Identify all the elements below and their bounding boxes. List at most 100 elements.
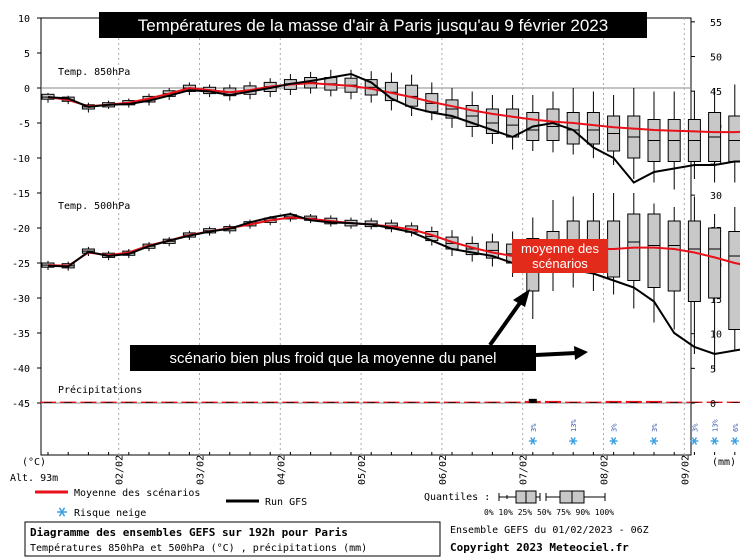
label-t500: Temp. 500hPa: [58, 201, 130, 212]
x-tick-label: 05/02: [357, 455, 368, 485]
x-tick-label: 08/02: [600, 455, 611, 485]
snow-percent-label: 3%: [651, 423, 659, 432]
snow-percent-label: 3%: [530, 423, 538, 432]
x-tick-label: 04/02: [276, 455, 287, 485]
x-tick-label: 02/02: [115, 455, 126, 485]
snow-icon: [710, 437, 719, 445]
arrow-up-shaft: [488, 298, 524, 347]
precip-run-bar: [650, 402, 658, 403]
right-tick-label: 5: [710, 364, 716, 375]
precip-run-bar: [306, 402, 315, 403]
precip-run-bar: [205, 402, 214, 403]
snow-icon: [569, 437, 578, 445]
precip-run-bar: [124, 402, 133, 403]
cold-annotation-text: scénario bien plus froid que la moyenne …: [170, 350, 497, 367]
precip-mean-bar: [605, 400, 622, 403]
precip-run-bar: [730, 402, 739, 403]
annotation-arrows: [488, 289, 588, 360]
x-tick-label: 03/02: [196, 455, 207, 485]
arrow-up-head: [513, 289, 530, 307]
x-tick-label: 09/02: [680, 455, 691, 485]
left-tick-label: -35: [12, 329, 30, 340]
quantiles-label: Quantiles :: [424, 492, 490, 503]
snow-icon-stroke: [570, 437, 576, 445]
precip-run-bar: [670, 402, 679, 403]
precip-run-bar: [165, 402, 174, 403]
mean-annotation-box: [512, 239, 608, 273]
precip-mean-bar: [625, 400, 642, 403]
left-tick-label: 10: [18, 14, 30, 25]
left-tick-label: -45: [12, 399, 30, 410]
x-axis: 02/02 03/02 04/02 05/02 06/02 07/02 08/02 09/02: [47, 452, 736, 485]
snow-percent-label: 3%: [691, 423, 699, 432]
precip-run-bar: [609, 402, 618, 403]
snow-icon: [650, 437, 658, 445]
snow-icon-stroke: [732, 437, 738, 445]
x-tick-label: 06/02: [438, 455, 449, 485]
precip-run-bar: [427, 402, 436, 403]
snow-percent-label: 13%: [712, 419, 720, 432]
precip-bars: [40, 398, 740, 403]
cold-annotation-box: [130, 345, 536, 371]
precip-run-bar: [145, 402, 153, 403]
left-tick-label: -40: [12, 364, 30, 375]
quantiles-values: 0% 10% 25% 50% 75% 90% 100%: [484, 508, 614, 517]
snow-markers: 3%13%3%3%3%13%6%6%6%3%3%: [528, 419, 740, 445]
left-tick-label: -5: [18, 119, 30, 130]
title-background: [99, 12, 647, 38]
precip-run-bar: [266, 402, 275, 403]
box-iqr: [667, 220, 681, 292]
snow-icon: [690, 437, 699, 445]
footer-title-line2: Températures 850hPa et 500hPa (°C) , pré…: [30, 542, 367, 554]
precip-run-bar: [64, 402, 73, 403]
left-axis-unit: (°C): [22, 457, 46, 468]
precip-run-bar: [528, 398, 537, 403]
footer-title-line1: Diagramme des ensembles GEFS sur 192h po…: [30, 526, 348, 539]
box-iqr: [586, 112, 600, 145]
right-tick-label: 0: [710, 399, 716, 410]
label-t850: Temp. 850hPa: [58, 67, 130, 78]
footer-ensemble: Ensemble GEFS du 01/02/2023 - 06Z: [450, 525, 649, 536]
precip-run-bar: [407, 402, 416, 403]
footer-copyright: Copyright 2023 Meteociel.fr: [450, 541, 629, 554]
snow-percent-label: 3%: [611, 423, 619, 432]
precip-run-bar: [225, 402, 234, 403]
right-tick-label: 55: [710, 18, 722, 29]
snow-icon-stroke: [530, 437, 536, 445]
t850-run-line: [47, 72, 740, 184]
box-iqr: [728, 231, 740, 330]
arrow-right-head: [574, 346, 588, 360]
precip-run-bar: [488, 402, 497, 403]
precip-run-bar: [185, 402, 194, 403]
legend-snow-label: Risque neige: [74, 508, 146, 519]
snow-icon-stroke: [610, 437, 617, 445]
snow-icon-stroke: [691, 437, 698, 445]
right-tick-label: 50: [710, 53, 722, 64]
right-tick-label: 10: [710, 330, 722, 341]
right-tick-label: 45: [710, 87, 722, 98]
left-axis: 10 5 0 -5 -10 -15 -20 -25 -30 -35 -40 -45: [12, 14, 41, 410]
precip-run-bar: [246, 402, 254, 403]
precip-run-bar: [44, 402, 52, 403]
left-tick-label: 5: [24, 49, 30, 60]
legend-snow-icon: [57, 507, 67, 517]
label-precip: Précipitations: [58, 384, 142, 396]
precip-run-bar: [690, 402, 699, 403]
box-iqr: [647, 213, 661, 288]
left-tick-label: -30: [12, 294, 30, 305]
t850-mean-line: [47, 82, 740, 134]
left-tick-label: -10: [12, 154, 30, 165]
legend-mean-label: Moyenne des scénarios: [74, 487, 200, 499]
precip-run-bar: [347, 402, 355, 403]
snow-percent-label: 6%: [732, 423, 740, 432]
precip-run-bar: [367, 402, 376, 403]
precip-run-bar: [387, 402, 396, 403]
snow-icon: [730, 437, 739, 445]
mean-annotation-line2: scénarios: [532, 256, 588, 271]
precip-run-bar: [629, 402, 638, 403]
altitude-label: Alt. 93m: [10, 473, 58, 484]
box-iqr: [708, 227, 722, 299]
precip-run-bar: [286, 402, 295, 403]
precip-run-bar: [710, 402, 719, 403]
